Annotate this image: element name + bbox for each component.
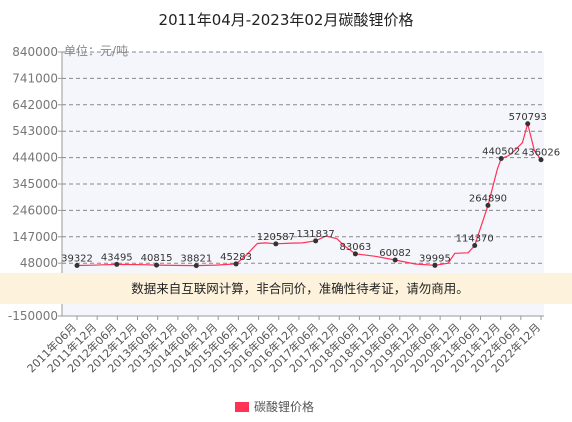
legend-label: 碳酸锂价格 <box>254 399 314 414</box>
data-label: 60082 <box>379 248 411 259</box>
data-point <box>114 261 120 267</box>
y-tick-label: 48000 <box>20 256 58 270</box>
data-point <box>538 157 544 163</box>
data-label: 570793 <box>509 112 547 123</box>
data-point <box>432 262 438 268</box>
data-label: 120587 <box>257 232 295 243</box>
data-point <box>472 243 478 249</box>
y-tick-label: 741000 <box>12 71 58 85</box>
y-tick-label: 246000 <box>12 203 58 217</box>
unit-label: 单位：元/吨 <box>64 43 128 58</box>
y-tick-label: 642000 <box>12 98 58 112</box>
data-label: 440502 <box>482 147 520 158</box>
chart-title: 2011年04月-2023年02月碳酸锂价格 <box>159 11 414 29</box>
data-point <box>498 156 504 162</box>
grid-lines <box>62 51 544 291</box>
y-tick-label: 444000 <box>12 151 58 165</box>
data-label: 131837 <box>297 229 335 240</box>
disclaimer-text: 数据来自互联网计算，非合同价，准确性待考证，请勿商用。 <box>131 281 469 296</box>
x-axis: 2011年06月2011年12月2012年06月2012年12月2013年06月… <box>24 316 543 375</box>
legend: 碳酸锂价格 <box>235 399 314 414</box>
data-label: 264890 <box>469 193 507 204</box>
disclaimer-background <box>0 273 572 304</box>
data-point <box>74 263 80 269</box>
data-label: 43495 <box>101 252 133 263</box>
y-tick-label: 840000 <box>12 45 58 59</box>
y-tick-label: 345000 <box>12 177 58 191</box>
series-layer: 39322 43495 40815 38821 45283 120587 131837 830… <box>61 112 560 269</box>
y-tick-label: -150000 <box>8 309 58 323</box>
data-point <box>193 263 199 269</box>
data-point <box>485 202 491 208</box>
data-label: 38821 <box>180 254 212 265</box>
y-tick-label: 543000 <box>12 124 58 138</box>
data-label: 436026 <box>522 148 560 159</box>
data-label: 114370 <box>456 234 494 245</box>
data-label: 83063 <box>339 242 371 253</box>
data-point <box>233 261 239 267</box>
data-point <box>352 251 358 257</box>
data-label: 39995 <box>419 253 451 264</box>
data-label: 40815 <box>141 253 173 264</box>
legend-swatch <box>235 402 249 412</box>
disclaimer-banner: 数据来自互联网计算，非合同价，准确性待考证，请勿商用。 <box>0 273 572 304</box>
data-point <box>525 121 531 127</box>
data-point <box>392 257 398 263</box>
data-point <box>154 262 160 268</box>
data-label: 45283 <box>220 252 252 263</box>
data-label: 39322 <box>61 254 93 265</box>
y-tick-label: 147000 <box>12 230 58 244</box>
data-point <box>273 241 279 247</box>
data-point <box>313 238 319 244</box>
